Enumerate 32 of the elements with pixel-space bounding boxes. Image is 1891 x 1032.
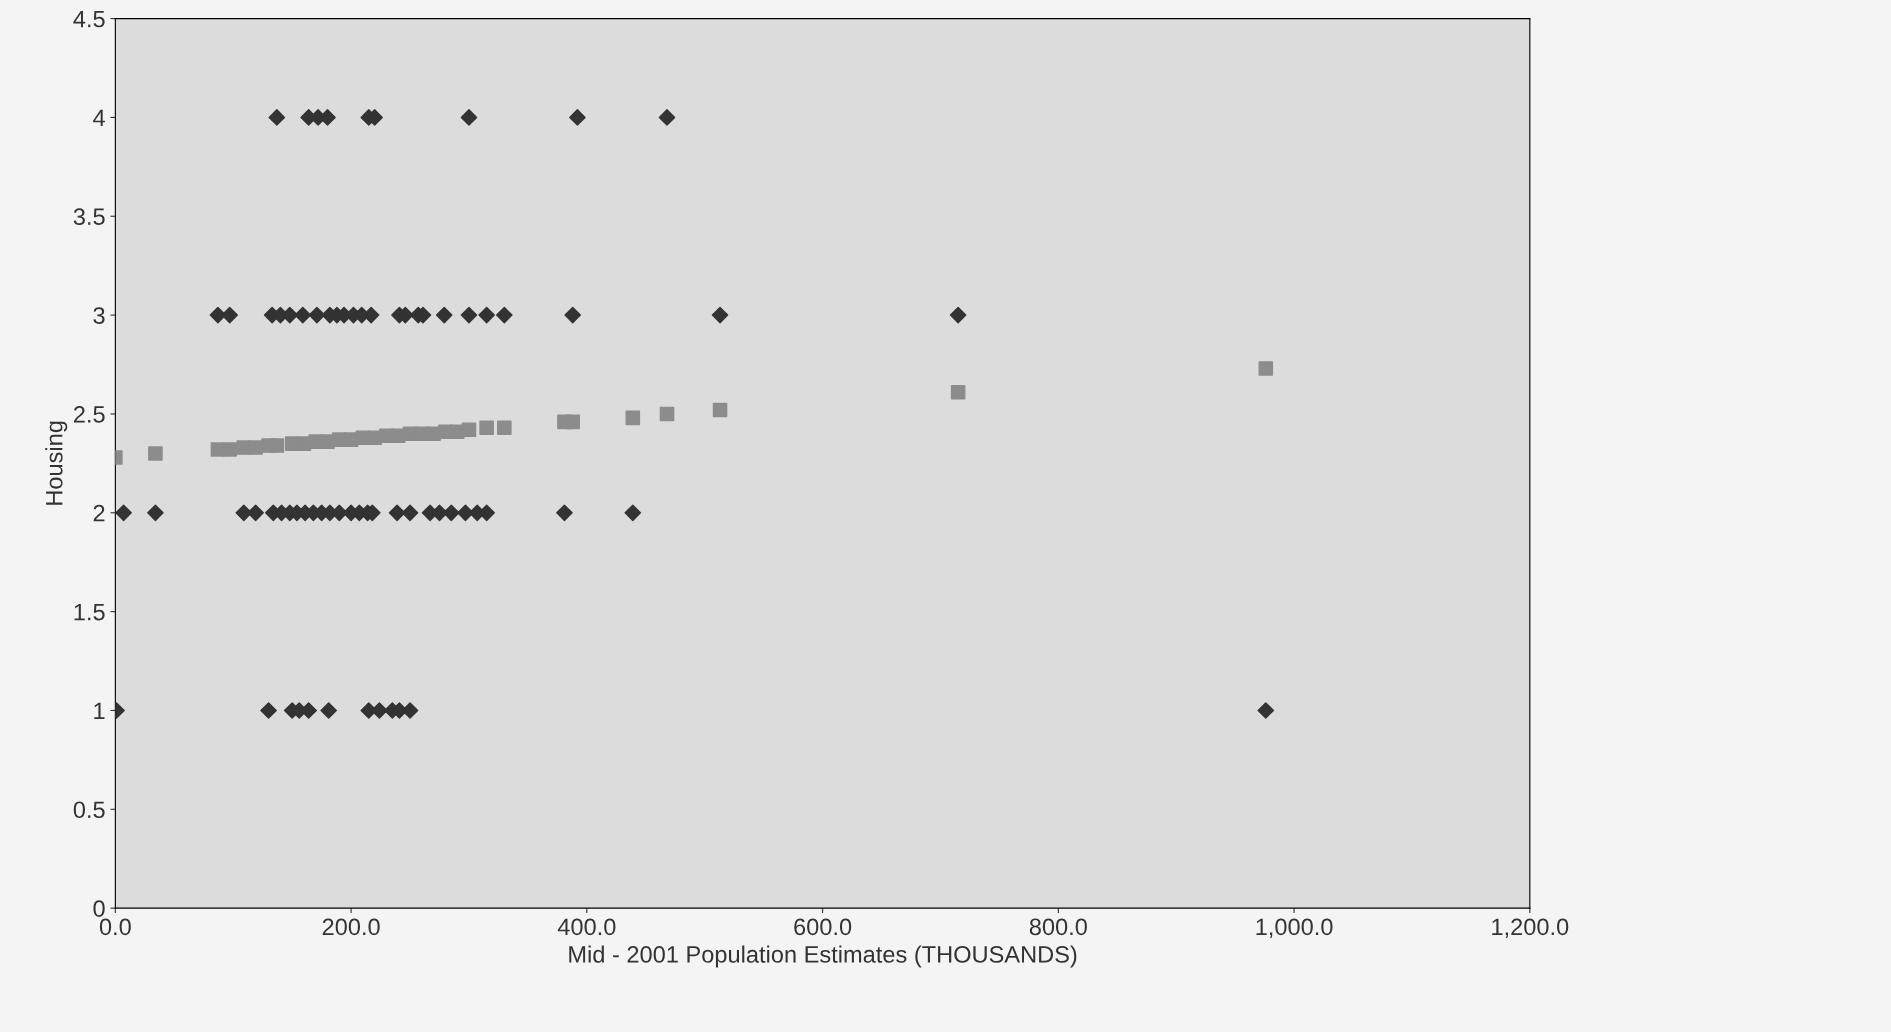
y-tick-label: 4.5 <box>73 10 105 28</box>
point <box>269 438 285 453</box>
x-tick-label: 600.0 <box>794 918 852 936</box>
point <box>625 410 641 426</box>
y-tick-label: 0.5 <box>73 801 105 819</box>
y-tick-label: 0 <box>93 900 105 917</box>
x-tick-label: 0.0 <box>99 918 131 936</box>
point <box>479 420 494 436</box>
point <box>565 414 580 430</box>
point <box>222 442 237 457</box>
x-tick-label: 1,200.0 <box>1492 918 1569 939</box>
x-tick-label: 400.0 <box>557 918 616 936</box>
x-axis-title: Mid - 2001 Population Estimates (THOUSANDS) <box>569 945 1077 968</box>
point <box>461 422 477 438</box>
point <box>148 446 163 461</box>
y-tick-label: 3 <box>93 307 105 324</box>
y-axis-title: Housing <box>45 421 68 505</box>
x-tick-label: 200.0 <box>322 918 380 936</box>
point <box>712 402 728 418</box>
x-tick-label: 800.0 <box>1029 918 1087 936</box>
y-tick-label: 4 <box>93 109 105 126</box>
y-tick-label: 1.5 <box>74 603 105 621</box>
y-tick-label: 3.5 <box>73 208 105 226</box>
y-tick-label: 1 <box>94 702 105 720</box>
point <box>497 420 512 436</box>
y-tick-label: 2 <box>93 504 105 522</box>
point <box>950 384 966 400</box>
point <box>1258 361 1274 376</box>
point <box>248 440 263 455</box>
y-tick-label: 2.5 <box>74 406 105 423</box>
x-tick-label: 1,000.0 <box>1256 918 1333 939</box>
point <box>659 406 675 422</box>
